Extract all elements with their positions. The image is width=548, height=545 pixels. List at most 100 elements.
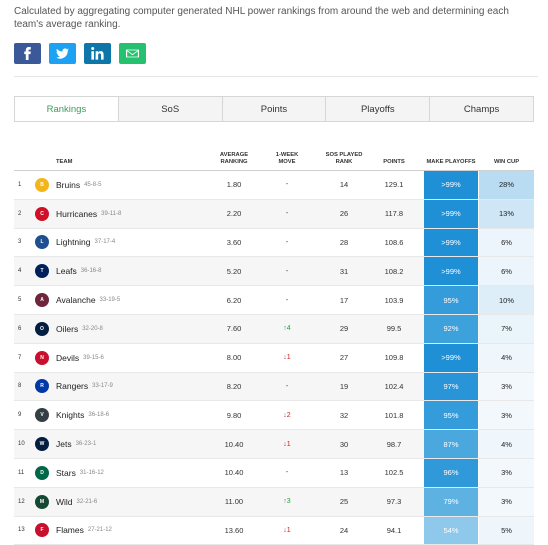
table-row[interactable]: 11 D Stars 31-16-12 10.40 - 13 102.5 96% 3%: [14, 458, 534, 488]
tab-sos[interactable]: SoS: [117, 97, 222, 121]
team-name[interactable]: Jets: [56, 439, 72, 450]
team-name[interactable]: Devils: [56, 352, 80, 363]
win-cup: 3%: [479, 401, 534, 430]
header-make-playoffs[interactable]: MAKE PLAYOFFS: [426, 159, 476, 165]
team-name[interactable]: Hurricanes: [56, 208, 98, 219]
header-week-move[interactable]: 1-WEEK MOVE: [275, 152, 299, 165]
table-row[interactable]: 8 R Rangers 33-17-9 8.20 - 19 102.4 97% 3%: [14, 372, 534, 402]
team-logo-cell: F: [33, 517, 51, 545]
table-row[interactable]: 6 O Oilers 32-20-8 7.60 ↑ 4 29 99.5 92% 7%: [14, 314, 534, 344]
table-row[interactable]: 12 M Wild 32-21-6 11.00 ↑ 3 25 97.3 79% 3%: [14, 487, 534, 517]
team-name[interactable]: Flames: [56, 525, 84, 536]
move-value: 2: [286, 411, 291, 419]
average-ranking: 1.80: [226, 180, 242, 190]
make-playoffs: 92%: [424, 314, 478, 343]
team-record: 37-17-4: [94, 239, 116, 246]
team-name[interactable]: Wild: [56, 496, 73, 507]
team-name[interactable]: Bruins: [56, 179, 81, 190]
average-ranking: 10.40: [224, 439, 244, 449]
team-name[interactable]: Oilers: [56, 323, 79, 334]
make-playoffs: 96%: [424, 458, 478, 487]
team-name-cell[interactable]: Hurricanes 39-11-8: [56, 200, 121, 228]
twitter-icon[interactable]: [49, 43, 76, 64]
header-average-ranking[interactable]: AVERAGE RANKING: [219, 152, 249, 165]
team-name[interactable]: Stars: [56, 467, 76, 478]
team-name-cell[interactable]: Devils 39-15-6: [56, 344, 104, 372]
average-ranking: 8.20: [226, 381, 242, 391]
team-name-cell[interactable]: Flames 27-21-12: [56, 517, 112, 545]
sos-rank: 19: [339, 381, 349, 391]
team-logo-cell: B: [33, 171, 51, 199]
team-record: 36-23-1: [75, 441, 97, 448]
table-row[interactable]: 5 A Avalanche 33-19-5 6.20 - 17 103.9 95% 10%: [14, 286, 534, 315]
table-row[interactable]: 1 B Bruins 45-8-5 1.80 - 14 129.1 >99% 28%: [14, 171, 534, 200]
team-name[interactable]: Rangers: [56, 381, 89, 392]
table-row[interactable]: 4 T Leafs 36-16-8 5.20 - 31 108.2 >99% 6%: [14, 257, 534, 287]
table-row[interactable]: 9 V Knights 36-18-6 9.80 ↓ 2 32 101.8 95% 3%: [14, 401, 534, 431]
team-name[interactable]: Avalanche: [56, 295, 96, 306]
team-name[interactable]: Leafs: [56, 266, 77, 277]
tab-champs[interactable]: Champs: [429, 97, 533, 121]
move-value: -: [285, 267, 289, 275]
team-record: 45-8-5: [84, 181, 102, 188]
tab-playoffs[interactable]: Playoffs: [325, 97, 429, 121]
points: 117.8: [384, 209, 404, 219]
team-record: 39-11-8: [101, 210, 122, 217]
team-logo-cell: A: [33, 286, 51, 314]
team-logo-icon: W: [35, 437, 49, 452]
linkedin-icon[interactable]: [84, 43, 111, 64]
week-move: ↑ 3: [270, 488, 304, 516]
team-name-cell[interactable]: Wild 32-21-6: [56, 488, 97, 516]
move-value: -: [285, 238, 289, 246]
team-name[interactable]: Knights: [56, 410, 85, 421]
points: 102.4: [384, 381, 404, 391]
win-cup: 3%: [479, 372, 534, 401]
header-win-cup[interactable]: WIN CUP: [493, 159, 520, 165]
move-value: -: [285, 210, 289, 218]
make-playoffs: 54%: [424, 516, 478, 545]
team-name-cell[interactable]: Bruins 45-8-5: [56, 171, 101, 199]
team-name-cell[interactable]: Lightning 37-17-4: [56, 229, 115, 257]
table-row[interactable]: 10 W Jets 36-23-1 10.40 ↓ 1 30 98.7 87% 4%: [14, 430, 534, 459]
table-row[interactable]: 7 N Devils 39-15-6 8.00 ↓ 1 27 109.8 >99% 4%: [14, 343, 534, 373]
email-icon[interactable]: [119, 43, 146, 64]
header-sos-rank[interactable]: SOS PLAYED RANK: [325, 152, 363, 165]
rank-number: 1: [18, 181, 22, 188]
points: 108.2: [384, 266, 404, 276]
points: 101.8: [384, 410, 404, 420]
header-team[interactable]: TEAM: [56, 159, 73, 165]
move-arrow: ↓: [283, 526, 287, 534]
make-playoffs: >99%: [424, 343, 478, 372]
team-name-cell[interactable]: Stars 31-16-12: [56, 459, 104, 487]
table-row[interactable]: 13 F Flames 27-21-12 13.60 ↓ 1 24 94.1 54% 5%: [14, 516, 534, 545]
share-bar: [14, 43, 146, 64]
team-name-cell[interactable]: Leafs 36-16-8: [56, 257, 101, 285]
team-logo-icon: A: [35, 293, 49, 308]
team-logo-icon: B: [35, 177, 49, 192]
team-name-cell[interactable]: Knights 36-18-6: [56, 401, 109, 429]
points: 97.3: [386, 497, 402, 507]
team-logo-icon: V: [35, 408, 49, 423]
make-playoffs: >99%: [424, 199, 478, 228]
team-name-cell[interactable]: Oilers 32-20-8: [56, 315, 103, 343]
tab-points[interactable]: Points: [221, 97, 326, 121]
table-header: TEAM AVERAGE RANKING 1-WEEK MOVE SOS PLA…: [14, 138, 534, 171]
average-ranking: 11.00: [224, 497, 244, 507]
make-playoffs: >99%: [424, 257, 478, 286]
team-name-cell[interactable]: Jets 36-23-1: [56, 430, 96, 458]
team-name[interactable]: Lightning: [56, 237, 91, 248]
team-logo-cell: C: [33, 200, 51, 228]
team-name-cell[interactable]: Rangers 33-17-9: [56, 373, 113, 401]
points: 94.1: [386, 525, 402, 535]
move-value: 1: [286, 526, 291, 534]
facebook-icon[interactable]: [14, 43, 41, 64]
tab-rankings[interactable]: Rankings: [15, 97, 118, 121]
week-move: -: [270, 229, 304, 257]
table-row[interactable]: 2 C Hurricanes 39-11-8 2.20 - 26 117.8 >99% 13%: [14, 199, 534, 229]
team-name-cell[interactable]: Avalanche 33-19-5: [56, 286, 120, 314]
move-value: -: [285, 296, 289, 304]
team-logo-cell: O: [33, 315, 51, 343]
table-row[interactable]: 3 L Lightning 37-17-4 3.60 - 28 108.6 >99% 6%: [14, 228, 534, 258]
header-points[interactable]: POINTS: [383, 159, 405, 165]
average-ranking: 7.60: [226, 324, 242, 334]
